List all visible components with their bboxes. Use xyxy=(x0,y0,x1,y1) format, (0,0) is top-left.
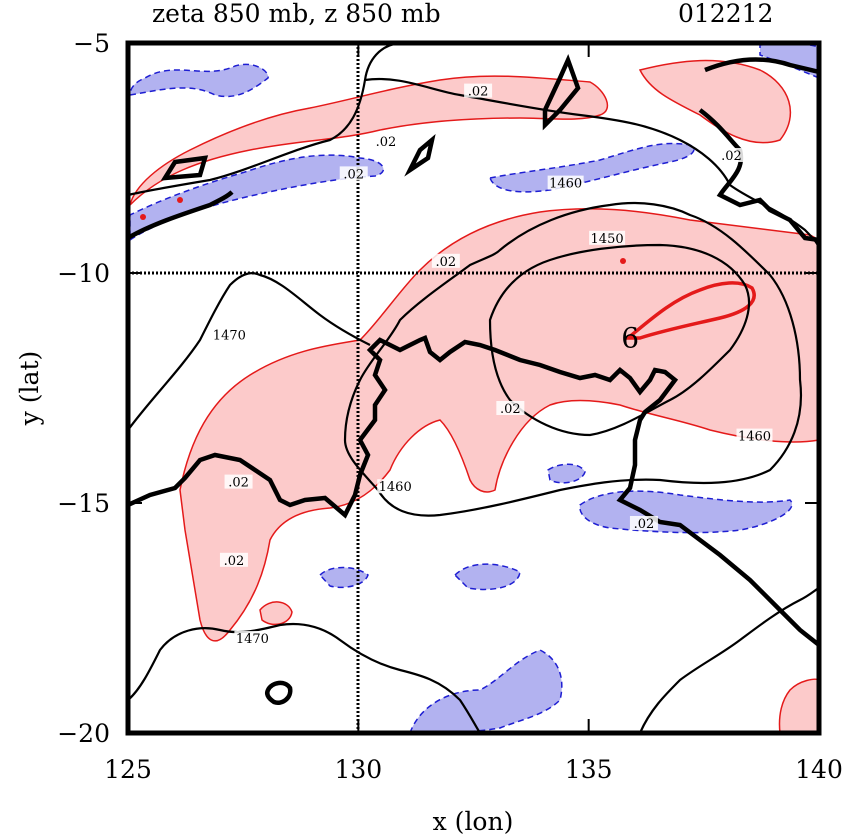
coastline-islands-north xyxy=(404,53,581,177)
coastline-east xyxy=(698,57,819,243)
contour-label-1: 1460 xyxy=(549,177,582,192)
pos-region-south-blob xyxy=(259,601,293,626)
contour-label-7: .02 xyxy=(376,135,397,150)
contour-label-bg-14 xyxy=(629,516,658,530)
contour-label-bg-5 xyxy=(234,631,271,645)
neg-region-se-2 xyxy=(547,463,586,484)
x-tick-label-135: 135 xyxy=(565,755,613,784)
contour-label-bg-10 xyxy=(224,474,253,489)
contour-label-bg-9 xyxy=(431,253,460,268)
coastline-main xyxy=(128,335,819,647)
contour-1460-north xyxy=(128,43,819,251)
vorticity-point xyxy=(620,258,626,264)
x-axis-label: x (lon) xyxy=(433,807,514,836)
contour-label-bg-8 xyxy=(339,166,368,181)
neg-region-west xyxy=(129,154,385,242)
contour-label-0: 1450 xyxy=(591,232,624,247)
contour-labels: 1450 1460 1460 1460 1470 1470 .02 .02 .02 .02 .02.… xyxy=(211,83,773,647)
pos-region-ne xyxy=(638,59,791,144)
chart-timestamp: 012212 xyxy=(678,0,773,28)
neg-region-nw xyxy=(129,63,269,98)
positive-vorticity-regions xyxy=(128,59,819,733)
coastline-south-circle xyxy=(265,680,293,705)
contour-label-bg-4 xyxy=(211,327,248,342)
x-tick-label-140: 140 xyxy=(795,755,843,784)
y-tick-label-5: −5 xyxy=(73,29,110,58)
contour-label-3: 1460 xyxy=(379,480,412,495)
strong-vorticity-contour xyxy=(623,281,756,340)
coastline-island-nw xyxy=(160,155,209,181)
y-tick-label-20: −20 xyxy=(57,719,110,748)
neg-region-top-band xyxy=(489,142,695,193)
contour-label-8: .02 xyxy=(343,167,364,182)
contour-label-bg-1 xyxy=(547,175,584,190)
contour-label-bg-12 xyxy=(496,401,525,415)
plot-frame xyxy=(125,40,822,736)
contour-label-12: .02 xyxy=(500,402,521,417)
contour-label-bg-13 xyxy=(717,148,746,162)
contour-label-bg-3 xyxy=(377,479,414,494)
x-tick-label-130: 130 xyxy=(334,755,382,784)
contour-1450 xyxy=(488,243,750,437)
contour-label-6: .02 xyxy=(468,85,489,100)
contour-1470-south xyxy=(128,622,481,733)
contour-label-bg-6 xyxy=(464,83,493,98)
vorticity-minimum-label: 6 xyxy=(621,321,639,354)
contour-label-bg-7 xyxy=(371,134,400,149)
pos-region-se-corner xyxy=(778,678,819,733)
coastline-nw-arc xyxy=(128,190,234,240)
pos-region-central xyxy=(179,207,819,642)
contour-label-10: .02 xyxy=(228,476,249,491)
neg-region-se-1 xyxy=(579,490,793,534)
chart-title: zeta 850 mb, z 850 mb xyxy=(152,0,441,28)
contour-label-14: .02 xyxy=(634,517,655,532)
coastlines xyxy=(128,53,819,705)
contour-label-bg-2 xyxy=(736,428,773,443)
vorticity-point-nw xyxy=(140,214,146,220)
contour-1470-west xyxy=(128,271,371,431)
contour-label-11: .02 xyxy=(224,554,245,569)
x-tick-label-125: 125 xyxy=(104,755,152,784)
pos-region-nw-band xyxy=(128,75,609,208)
y-tick-label-10: −10 xyxy=(57,259,110,288)
neg-region-sw-blob xyxy=(318,566,369,589)
contour-label-bg-11 xyxy=(219,552,248,567)
contour-label-4: 1470 xyxy=(213,328,246,343)
contour-1460-southeast xyxy=(638,587,819,733)
axes: 125 130 135 140 −5 −10 −15 −20 xyxy=(57,29,843,784)
contour-label-2: 1460 xyxy=(738,430,771,445)
contour-label-5: 1470 xyxy=(236,632,269,647)
contour-label-9: .02 xyxy=(436,255,457,270)
vorticity-point-nw-2 xyxy=(177,197,183,203)
y-tick-label-15: −15 xyxy=(57,489,110,518)
y-axis-label: y (lat) xyxy=(15,351,44,427)
neg-region-mid-blob xyxy=(453,563,521,591)
contour-label-bg-0 xyxy=(589,230,626,245)
contour-label-13: .02 xyxy=(721,149,742,164)
neg-region-south xyxy=(409,649,563,733)
